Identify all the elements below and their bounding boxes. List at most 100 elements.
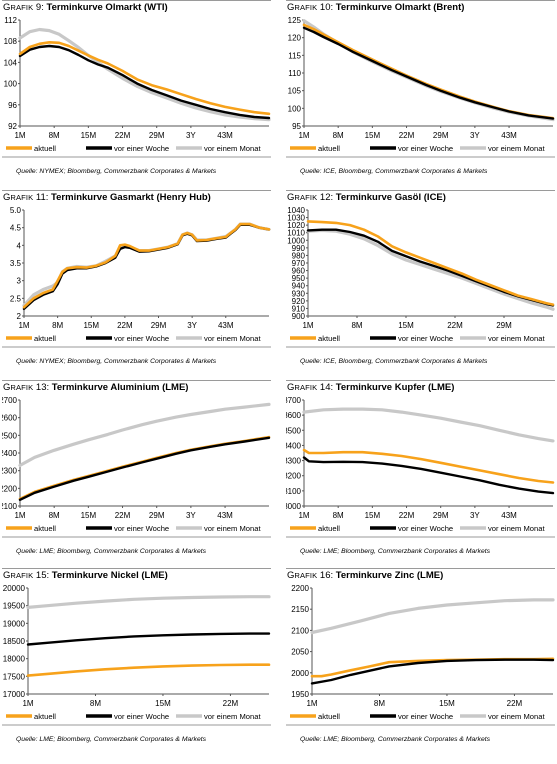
legend-label-aktuell: aktuell bbox=[34, 524, 56, 533]
series-line-woche bbox=[18, 44, 271, 120]
x-tick-label: 43M bbox=[217, 131, 233, 140]
x-tick-label: 15M bbox=[83, 321, 99, 330]
legend-label-woche: vor einer Woche bbox=[398, 524, 453, 533]
chart-panel-11: GRAFIK 11: Terminkurve Gasmarkt (Henry H… bbox=[2, 190, 273, 380]
chart-title: GRAFIK 13: Terminkurve Aluminium (LME) bbox=[3, 382, 188, 393]
x-tick-label: 1M bbox=[306, 699, 317, 708]
legend-label-woche: vor einer Woche bbox=[114, 144, 169, 153]
x-tick-label: 22M bbox=[117, 321, 133, 330]
chart-panel-13: GRAFIK 13: Terminkurve Aluminium (LME) 21… bbox=[2, 380, 273, 570]
x-tick-label: 22M bbox=[223, 699, 239, 708]
grafik-initial: G bbox=[287, 2, 294, 13]
y-tick-label: 5.0 bbox=[10, 206, 22, 215]
series-line-aktuell bbox=[302, 23, 555, 120]
x-tick-label: 8M bbox=[49, 131, 60, 140]
x-tick-label: 43M bbox=[501, 511, 517, 520]
grafik-initial: G bbox=[287, 382, 294, 393]
series-line-monat bbox=[310, 598, 555, 635]
legend-label-monat: vor einem Monat bbox=[488, 712, 545, 721]
chart-title-text: Terminkurve Kupfer (LME) bbox=[336, 382, 455, 393]
chart-svg-10: GRAFIK 10: Terminkurve Olmarkt (Brent) 95… bbox=[286, 0, 555, 175]
y-tick-label: 18500 bbox=[3, 637, 26, 646]
chart-title: GRAFIK 15: Terminkurve Nickel (LME) bbox=[3, 570, 168, 581]
y-tick-label: 8600 bbox=[286, 411, 302, 420]
legend-label-aktuell: aktuell bbox=[318, 144, 340, 153]
series-line-woche bbox=[310, 658, 555, 685]
y-tick-label: 2150 bbox=[291, 605, 309, 614]
grafik-number: 10: bbox=[317, 2, 336, 13]
chart-title-text: Terminkurve Aluminium (LME) bbox=[52, 382, 189, 393]
x-tick-label: 3Y bbox=[470, 131, 480, 140]
legend-label-aktuell: aktuell bbox=[34, 334, 56, 343]
x-tick-label: 29M bbox=[149, 131, 165, 140]
y-tick-label: 980 bbox=[292, 251, 306, 260]
chart-svg-9: GRAFIK 9: Terminkurve Olmarkt (WTI) 92 96 1… bbox=[2, 0, 271, 175]
x-tick-label: 8M bbox=[90, 699, 101, 708]
x-tick-label: 29M bbox=[149, 511, 165, 520]
y-tick-label: 95 bbox=[292, 122, 301, 131]
series-line-woche bbox=[26, 632, 271, 646]
x-tick-label: 8M bbox=[49, 511, 60, 520]
x-tick-label: 8M bbox=[333, 131, 344, 140]
grafik-number: 15: bbox=[33, 570, 52, 581]
y-tick-label: 108 bbox=[4, 37, 18, 46]
y-tick-label: 18000 bbox=[3, 655, 26, 664]
y-tick-label: 990 bbox=[292, 244, 306, 253]
series-line-monat bbox=[18, 402, 271, 467]
x-tick-label: 43M bbox=[217, 511, 233, 520]
y-tick-label: 20000 bbox=[3, 584, 26, 593]
y-tick-label: 2600 bbox=[2, 414, 18, 423]
grafik-number: 11: bbox=[33, 192, 51, 203]
grafik-rest: RAFIK bbox=[10, 3, 33, 12]
legend-label-woche: vor einer Woche bbox=[114, 524, 169, 533]
legend-label-monat: vor einem Monat bbox=[204, 524, 261, 533]
series-line-monat bbox=[26, 595, 271, 609]
grafik-number: 14: bbox=[317, 382, 336, 393]
series-line-woche bbox=[302, 456, 555, 495]
y-tick-label: 2100 bbox=[291, 626, 309, 635]
chart-panel-10: GRAFIK 10: Terminkurve Olmarkt (Brent) 95… bbox=[286, 0, 557, 190]
y-tick-label: 910 bbox=[292, 304, 306, 313]
y-tick-label: 110 bbox=[288, 69, 301, 78]
y-tick-label: 8000 bbox=[286, 502, 302, 511]
y-tick-label: 17500 bbox=[3, 672, 26, 681]
chart-source: Quelle: LME; Bloomberg, Commerzbank Corp… bbox=[300, 548, 491, 555]
grafik-rest: RAFIK bbox=[294, 571, 317, 580]
grafik-rest: RAFIK bbox=[10, 571, 33, 580]
x-tick-label: 22M bbox=[399, 131, 415, 140]
grafik-initial: G bbox=[3, 2, 10, 13]
x-tick-label: 8M bbox=[351, 321, 362, 330]
x-tick-label: 22M bbox=[115, 511, 131, 520]
x-tick-label: 8M bbox=[374, 699, 385, 708]
legend-label-monat: vor einem Monat bbox=[204, 144, 261, 153]
x-tick-label: 22M bbox=[399, 511, 415, 520]
chart-title-text: Terminkurve Gasöl (ICE) bbox=[336, 192, 446, 203]
x-tick-label: 1M bbox=[22, 699, 33, 708]
y-tick-label: 92 bbox=[8, 122, 17, 131]
series-line-aktuell bbox=[18, 41, 271, 116]
chart-title-text: Terminkurve Zinc (LME) bbox=[336, 570, 444, 581]
y-tick-label: 19500 bbox=[3, 602, 26, 611]
grafik-number: 13: bbox=[33, 382, 52, 393]
y-tick-label: 970 bbox=[292, 259, 306, 268]
y-tick-label: 2000 bbox=[291, 669, 309, 678]
y-tick-label: 19000 bbox=[3, 619, 26, 628]
chart-svg-11: GRAFIK 11: Terminkurve Gasmarkt (Henry H… bbox=[2, 190, 271, 365]
legend-label-monat: vor einem Monat bbox=[204, 712, 261, 721]
y-tick-label: 2100 bbox=[2, 502, 18, 511]
y-tick-label: 2 bbox=[17, 312, 22, 321]
legend-label-aktuell: aktuell bbox=[318, 334, 340, 343]
y-tick-label: 1010 bbox=[287, 229, 305, 238]
grafik-initial: G bbox=[287, 192, 294, 203]
grafik-rest: RAFIK bbox=[10, 383, 33, 392]
series-line-monat bbox=[306, 228, 555, 311]
legend-label-monat: vor einem Monat bbox=[488, 144, 545, 153]
y-tick-label: 8200 bbox=[286, 472, 302, 481]
chart-svg-14: GRAFIK 14: Terminkurve Kupfer (LME) 8000 8… bbox=[286, 380, 555, 555]
chart-source: Quelle: LME; Bloomberg, Commerzbank Corp… bbox=[16, 548, 207, 555]
series-line-aktuell bbox=[302, 448, 555, 484]
y-tick-label: 115 bbox=[288, 51, 301, 60]
series-line-monat bbox=[18, 27, 271, 122]
series-line-aktuell bbox=[22, 222, 271, 309]
x-tick-label: 29M bbox=[496, 321, 512, 330]
